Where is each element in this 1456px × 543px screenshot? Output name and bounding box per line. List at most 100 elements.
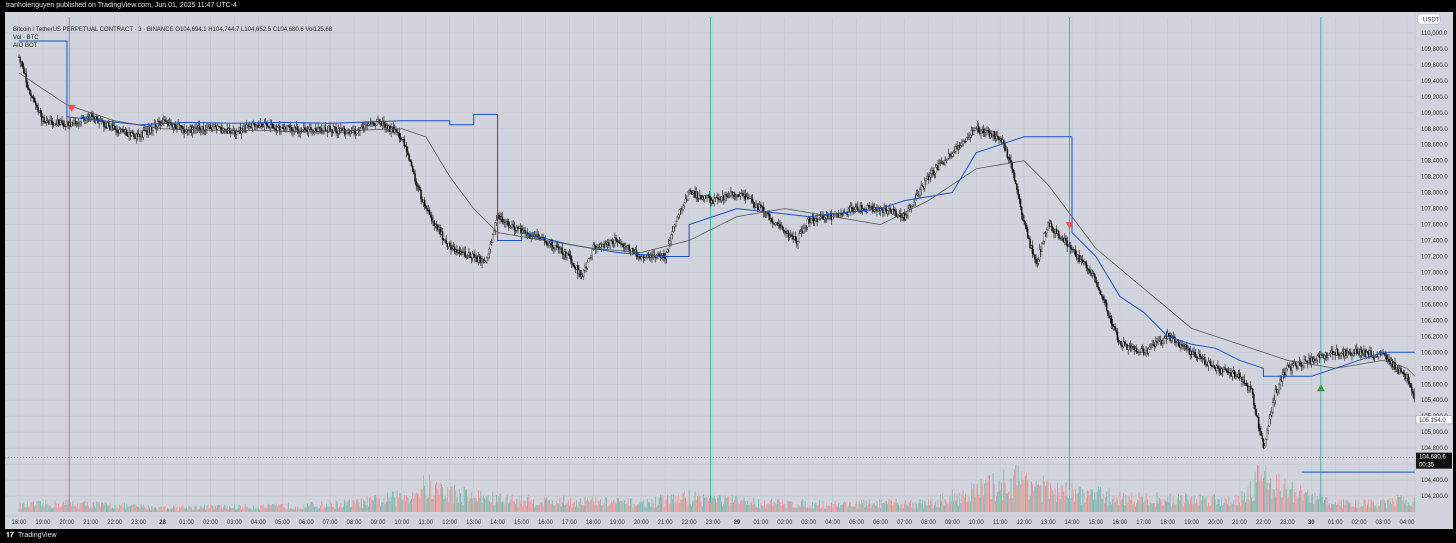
candle-body [740, 193, 743, 195]
volume-bar [1166, 501, 1167, 512]
candle-body [202, 126, 205, 131]
volume-bar [1145, 492, 1147, 512]
volume-bar [95, 507, 97, 512]
volume-bar [1213, 494, 1215, 512]
candle-body [1084, 261, 1086, 264]
candle-body [863, 208, 865, 210]
candle-body [754, 207, 756, 208]
volume-bar [271, 505, 272, 512]
candle-body [1177, 340, 1180, 346]
candle-body [1133, 346, 1135, 351]
candle-body [232, 130, 234, 133]
volume-bar [420, 488, 422, 512]
candle-body [1231, 371, 1234, 377]
candle-body [240, 128, 243, 134]
volume-bar [213, 509, 215, 512]
candle-body [1110, 316, 1113, 325]
volume-bar [132, 505, 134, 512]
volume-bar [20, 509, 22, 512]
symbol-name[interactable]: Bitcoin / TetherUS PERPETUAL CONTRACT · … [13, 27, 174, 33]
price-tick-label: 109,600.0 [1421, 63, 1448, 69]
candle-body [226, 129, 228, 134]
candle-body [130, 132, 133, 136]
candle-body [523, 229, 525, 231]
candle-body [487, 253, 489, 259]
volume-bar [892, 504, 893, 512]
candle-body [324, 126, 327, 132]
volume-bar [1284, 478, 1286, 512]
candle-body [1269, 414, 1272, 420]
volume-bar [1070, 497, 1072, 512]
indicator-legend[interactable]: AIO BOT [13, 43, 38, 49]
volume-bar [1376, 507, 1378, 512]
volume-bar [815, 502, 817, 512]
volume-bar [494, 503, 496, 512]
volume-bar [1212, 494, 1214, 512]
volume-bar [418, 494, 420, 512]
volume-bar [109, 502, 111, 512]
price-chart[interactable]: 104,200.0104,400.0104,600.0104,800.0105,… [5, 12, 1453, 529]
volume-bar [230, 507, 232, 512]
candle-body [572, 262, 574, 266]
price-tick-label: 108,000.0 [1421, 191, 1448, 197]
candle-body [1320, 354, 1322, 358]
volume-bar [762, 505, 764, 512]
volume-bar [1123, 492, 1124, 512]
candle-body [1283, 372, 1285, 375]
candle-body [567, 253, 569, 255]
candle-body [179, 125, 182, 127]
volume-bar [336, 502, 338, 512]
volume-bar [827, 505, 829, 512]
volume-bar [466, 489, 468, 512]
candle-body [818, 218, 821, 220]
volume-bar [111, 507, 113, 512]
volume-bar [1326, 496, 1328, 512]
volume-bar [328, 506, 330, 512]
volume-bar [37, 500, 39, 512]
volume-bar [680, 499, 682, 512]
candle-body [1194, 351, 1196, 357]
volume-bar [760, 502, 762, 512]
volume-bar [701, 506, 703, 512]
time-tick-label: 23:00 [131, 520, 147, 526]
volume-bar [168, 508, 170, 512]
volume-bar [914, 501, 916, 512]
time-tick-label: 03:00 [801, 520, 817, 526]
volume-bar [353, 501, 355, 512]
candle-body [1188, 347, 1190, 355]
candle-body [257, 125, 260, 128]
candle-body [940, 162, 943, 164]
candle-body [855, 206, 858, 208]
candle-body [1108, 315, 1110, 319]
candle-body [274, 128, 276, 130]
volume-bar [426, 498, 428, 512]
volume-bar [837, 506, 838, 512]
volume-bar [1009, 498, 1011, 512]
volume-legend[interactable]: Vol · BTC [13, 35, 39, 41]
candle-body [128, 132, 130, 137]
symbol-line[interactable]: Bitcoin / TetherUS PERPETUAL CONTRACT · … [13, 26, 332, 34]
time-tick-label: 13:00 [1041, 520, 1057, 526]
candle-body [980, 130, 982, 134]
volume-bar [896, 502, 898, 512]
candle-body [609, 240, 611, 246]
volume-bar [1383, 500, 1385, 512]
volume-bar [289, 509, 290, 512]
candle-body [1335, 349, 1338, 356]
candle-body [514, 229, 517, 231]
candle-body [1036, 263, 1039, 265]
volume-bar [661, 496, 663, 512]
volume-bar [411, 498, 412, 512]
time-tick-label: 18:00 [11, 520, 27, 526]
candle-body [173, 124, 176, 126]
volume-bar [46, 504, 48, 512]
volume-bar [186, 507, 188, 512]
volume-bar [1163, 498, 1165, 512]
chart-area[interactable]: 104,200.0104,400.0104,600.0104,800.0105,… [5, 12, 1453, 529]
volume-bar [257, 508, 259, 512]
volume-bar [1355, 499, 1357, 512]
volume-bar [908, 501, 910, 512]
volume-bar [1227, 504, 1229, 512]
volume-bar [1060, 484, 1062, 512]
